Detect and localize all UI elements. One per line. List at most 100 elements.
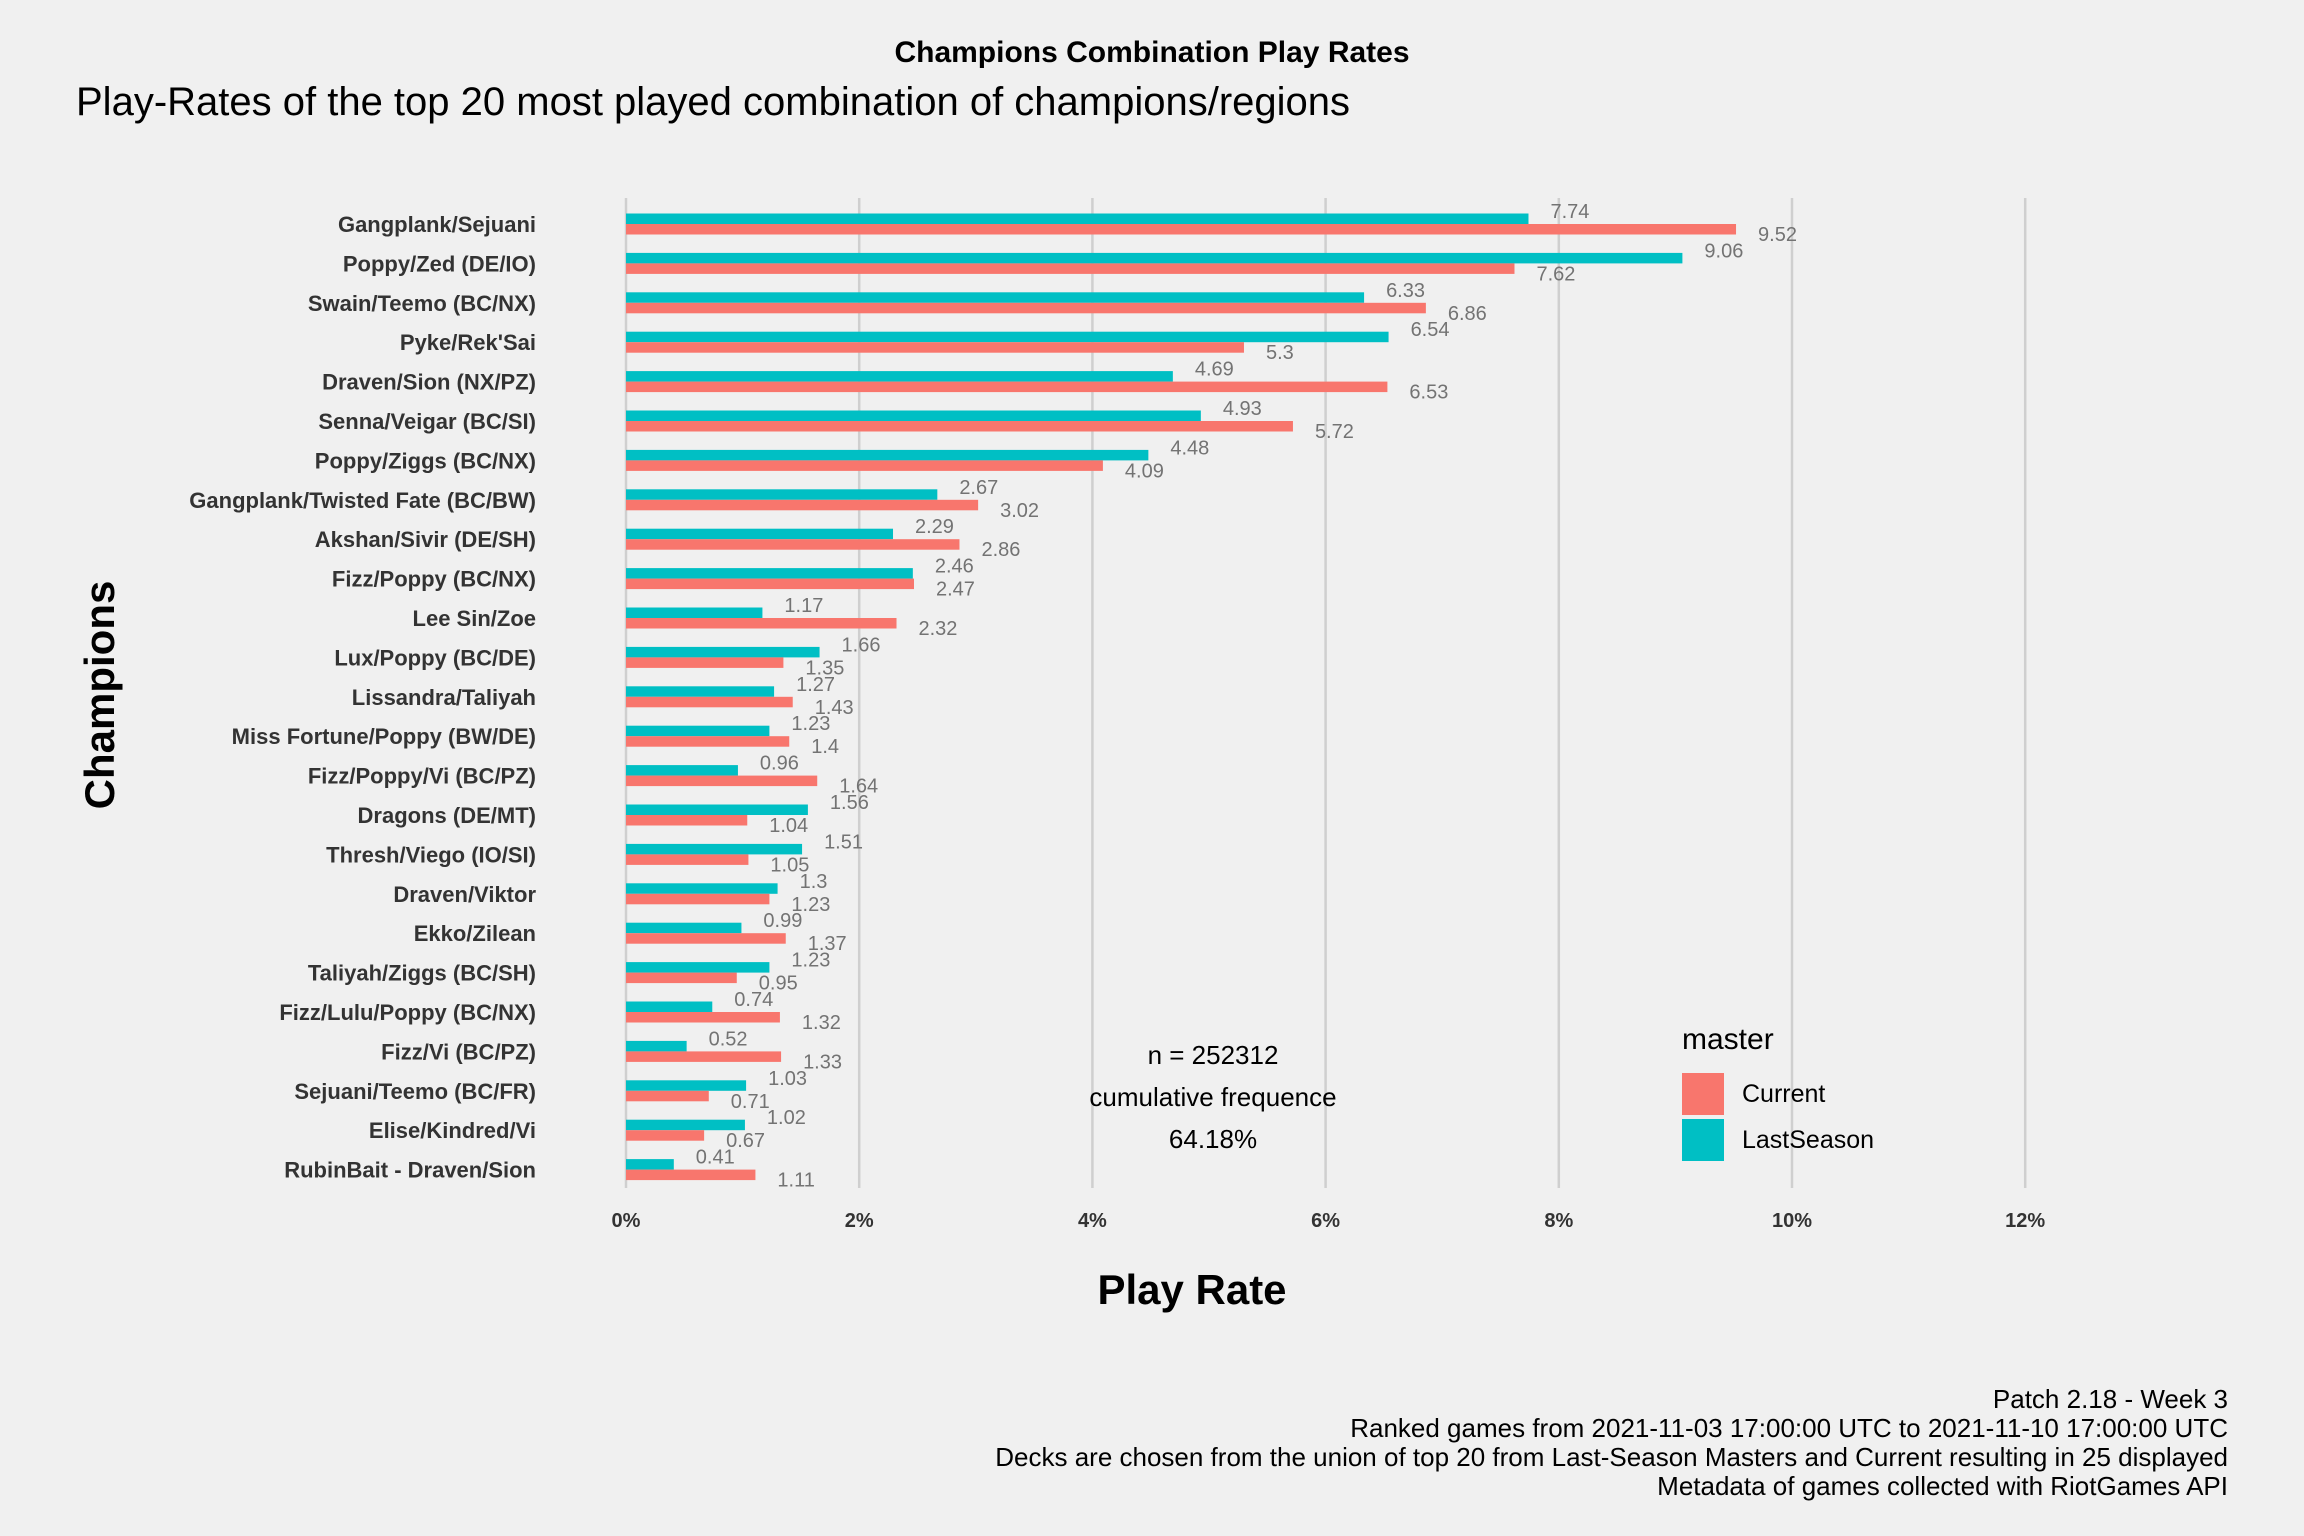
y-tick-label: Draven/Sion (NX/PZ)	[322, 370, 536, 395]
y-tick-label: Fizz/Poppy/Vi (BC/PZ)	[308, 764, 536, 789]
bar-current	[626, 618, 897, 629]
bar-lastseason	[626, 568, 913, 579]
bar-lastseason	[626, 765, 738, 776]
bar-current	[626, 1012, 780, 1023]
bar-current	[626, 815, 748, 826]
bar-current	[626, 893, 770, 905]
data-label-lastseason: 0.52	[709, 1028, 748, 1050]
legend-key-current	[1682, 1073, 1724, 1115]
bar-lastseason	[626, 528, 894, 540]
data-label-current: 2.86	[981, 539, 1020, 561]
y-tick-label: Fizz/Poppy (BC/NX)	[332, 567, 536, 592]
data-label-lastseason: 9.06	[1704, 240, 1743, 262]
annotation-line: n = 252312	[1147, 1040, 1279, 1070]
data-label-lastseason: 1.27	[796, 674, 835, 696]
x-axis-label: Play Rate	[1097, 1266, 1287, 1313]
bar-current	[626, 381, 1388, 393]
legend-title: master	[1682, 1023, 1774, 1056]
y-tick-label: Lux/Poppy (BC/DE)	[334, 645, 536, 670]
data-label-lastseason: 6.54	[1411, 319, 1450, 341]
data-label-current: 2.47	[936, 579, 975, 601]
data-label-lastseason: 1.3	[800, 871, 828, 893]
bar-current	[626, 460, 1103, 471]
bar-current	[626, 736, 790, 747]
data-label-lastseason: 1.66	[842, 634, 881, 656]
data-label-current: 3.02	[1000, 500, 1039, 522]
data-label-current: 0.71	[731, 1091, 770, 1113]
legend-item-current: Current	[1682, 1071, 1874, 1117]
bar-current	[626, 775, 818, 787]
data-label-current: 1.23	[791, 894, 830, 916]
data-label-current: 1.35	[805, 657, 844, 679]
bar-lastseason	[626, 646, 820, 658]
y-tick-label: Akshan/Sivir (DE/SH)	[315, 527, 536, 552]
y-tick-label: RubinBait - Draven/Sion	[284, 1158, 536, 1183]
data-label-lastseason: 1.51	[824, 831, 863, 853]
bar-current	[626, 854, 749, 865]
y-tick-label: Gangplank/Sejuani	[338, 212, 536, 237]
bar-lastseason	[626, 252, 1683, 264]
annotation-line: cumulative frequence	[1089, 1082, 1337, 1112]
bar-current	[626, 539, 960, 550]
bar-current	[626, 342, 1244, 353]
bar-lastseason	[626, 1080, 747, 1091]
data-label-lastseason: 2.67	[959, 477, 998, 499]
y-tick-label: Draven/Viktor	[393, 882, 536, 907]
bar-lastseason	[626, 607, 763, 618]
data-label-lastseason: 1.23	[791, 950, 830, 972]
x-tick-label: 0%	[612, 1210, 641, 1232]
bar-current	[626, 421, 1293, 432]
bar-current	[626, 1169, 756, 1181]
bar-current	[626, 578, 915, 590]
data-label-lastseason: 4.48	[1170, 437, 1209, 459]
bar-lastseason	[626, 292, 1365, 303]
bar-current	[626, 1130, 705, 1141]
data-label-lastseason: 7.74	[1550, 201, 1589, 223]
bar-lastseason	[626, 410, 1201, 421]
chart-title: Champions Combination Play Rates	[894, 36, 1410, 69]
data-label-current: 1.11	[777, 1170, 814, 1192]
bar-lastseason	[626, 1001, 713, 1012]
bar-lastseason	[626, 686, 775, 697]
data-label-current: 1.4	[811, 736, 839, 758]
data-label-current: 1.05	[770, 854, 809, 876]
y-tick-label: Poppy/Ziggs (BC/NX)	[315, 448, 536, 473]
x-tick-label: 12%	[2005, 1210, 2045, 1232]
caption: Patch 2.18 - Week 3 Ranked games from 20…	[995, 1385, 2228, 1501]
data-label-lastseason: 0.41	[696, 1147, 735, 1169]
y-tick-label: Dragons (DE/MT)	[358, 803, 536, 828]
legend-label-lastseason: LastSeason	[1742, 1125, 1875, 1154]
data-label-current: 1.32	[802, 1012, 841, 1034]
bar-lastseason	[626, 804, 808, 815]
bar-lastseason	[626, 1119, 745, 1131]
bar-lastseason	[626, 371, 1173, 382]
data-label-lastseason: 0.96	[760, 753, 799, 775]
caption-line: Metadata of games collected with RiotGam…	[1657, 1471, 2228, 1501]
legend: master Current LastSeason	[1682, 1023, 1874, 1163]
bar-current	[626, 499, 979, 511]
x-tick-label: 2%	[845, 1210, 874, 1232]
bar-lastseason	[626, 922, 742, 934]
data-label-current: 1.64	[839, 776, 878, 798]
data-label-lastseason: 0.74	[734, 989, 773, 1011]
y-tick-label: Poppy/Zed (DE/IO)	[343, 251, 536, 276]
data-label-current: 9.52	[1758, 224, 1797, 246]
data-label-current: 0.95	[759, 973, 798, 995]
bar-current	[626, 263, 1515, 274]
x-tick-label: 10%	[1772, 1210, 1812, 1232]
bar-lastseason	[626, 962, 770, 973]
data-label-current: 6.53	[1409, 382, 1448, 404]
y-tick-label: Pyke/Rek'Sai	[400, 330, 536, 355]
y-tick-label: Sejuani/Teemo (BC/FR)	[294, 1079, 536, 1104]
annotation-line: 64.18%	[1168, 1124, 1258, 1154]
y-tick-label: Lee Sin/Zoe	[413, 606, 536, 631]
data-label-current: 0.67	[726, 1130, 765, 1152]
data-label-current: 2.32	[919, 618, 958, 640]
data-label-lastseason: 4.69	[1195, 359, 1234, 381]
data-label-lastseason: 1.02	[767, 1107, 806, 1129]
bar-current	[626, 696, 793, 708]
bar-current	[626, 302, 1426, 314]
data-label-current: 7.62	[1536, 263, 1575, 285]
y-tick-label: Miss Fortune/Poppy (BW/DE)	[232, 724, 536, 749]
chart-subtitle: Play-Rates of the top 20 most played com…	[76, 80, 1351, 124]
